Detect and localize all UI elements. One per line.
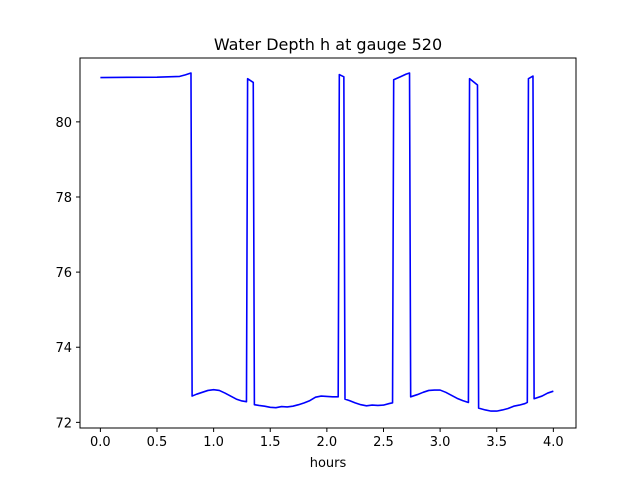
x-tick-label: 0.0 xyxy=(90,435,111,450)
x-tick-label: 1.5 xyxy=(260,435,281,450)
y-tick-label: 72 xyxy=(55,416,72,431)
plot-frame xyxy=(79,57,577,429)
y-tick-label: 74 xyxy=(55,341,72,356)
y-tick-label: 80 xyxy=(55,116,72,131)
x-tick-label: 2.0 xyxy=(317,435,338,450)
x-tick-label: 3.5 xyxy=(486,435,507,450)
series-line-0 xyxy=(100,72,554,412)
y-tick-label: 76 xyxy=(55,266,72,281)
x-axis: 0.0 0.5 1.0 1.5 2.0 2.5 3.0 3.5 4.0 xyxy=(90,428,564,450)
x-axis-label: hours xyxy=(310,456,347,471)
y-tick-label: 78 xyxy=(55,191,72,206)
chart-title: Water Depth h at gauge 520 xyxy=(214,35,442,54)
x-tick-label: 4.0 xyxy=(543,435,564,450)
y-axis: 72 74 76 78 80 xyxy=(55,116,80,431)
x-tick-label: 1.0 xyxy=(203,435,224,450)
x-tick-label: 2.5 xyxy=(373,435,394,450)
x-tick-label: 3.0 xyxy=(430,435,451,450)
x-tick-label: 0.5 xyxy=(147,435,168,450)
plot-area xyxy=(100,72,554,412)
